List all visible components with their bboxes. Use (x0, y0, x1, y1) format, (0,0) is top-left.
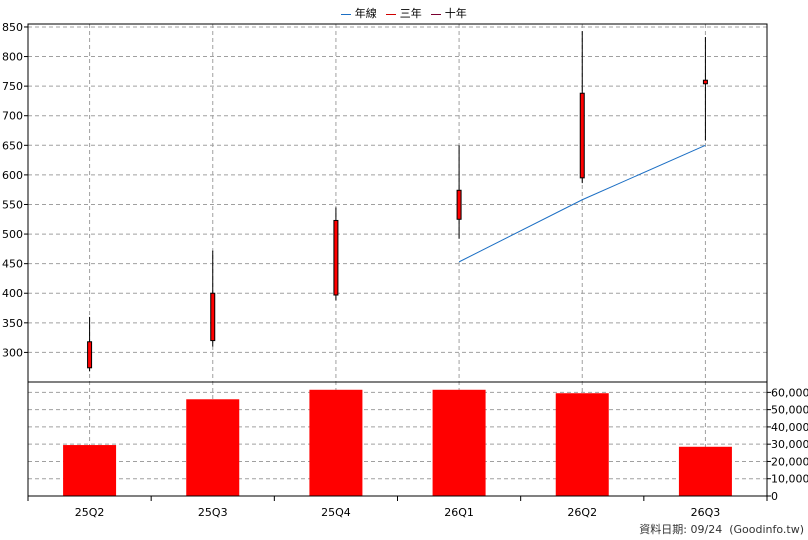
volume-tick-label: 0 (771, 490, 778, 503)
volume-bar (678, 446, 732, 496)
x-tick-label: 26Q3 (691, 506, 721, 519)
price-axis-ticks: 300 350 400 450 500 550 600 650 700 750 800 850 (2, 21, 28, 359)
x-tick-label: 26Q2 (567, 506, 597, 519)
candle-body (333, 219, 339, 296)
legend-swatch-three-year (386, 13, 397, 15)
price-tick-label: 850 (2, 21, 23, 34)
volume-tick-label: 40,000 (771, 421, 808, 434)
volume-bar (63, 445, 117, 496)
volume-bar (432, 389, 486, 496)
volume-grid (28, 391, 767, 480)
price-tick-label: 650 (2, 139, 23, 152)
legend-item-year: 年線 (341, 7, 380, 20)
price-grid (28, 24, 767, 496)
price-tick-label: 700 (2, 110, 23, 123)
volume-axis-ticks: 0 10,000 20,000 30,000 40,000 50,000 60,000 (767, 386, 808, 503)
x-tick-label: 25Q2 (75, 506, 105, 519)
price-tick-label: 600 (2, 169, 23, 182)
plot-frames (27, 23, 768, 497)
volume-bars (63, 389, 732, 496)
legend-label-three-year: 三年 (399, 7, 422, 20)
volume-plot-frame (27, 381, 768, 497)
price-tick-label: 400 (2, 287, 23, 300)
price-tick-label: 550 (2, 198, 23, 211)
x-tick-label: 26Q1 (444, 506, 474, 519)
legend-swatch-ten-year (431, 13, 442, 15)
price-plot-frame (27, 23, 768, 383)
data-date-footer: 資料日期: 09/24 (Goodinfo.tw) (639, 523, 804, 536)
price-tick-label: 500 (2, 228, 23, 241)
legend: 年線 三年 十年 (0, 5, 808, 21)
candle-body (456, 189, 462, 220)
year-line (458, 144, 706, 263)
price-tick-label: 300 (2, 346, 23, 359)
volume-bar (309, 389, 363, 496)
legend-label-ten-year: 十年 (444, 7, 467, 20)
volume-tick-label: 50,000 (771, 404, 808, 417)
legend-label-year: 年線 (354, 7, 377, 20)
candle-body (702, 79, 708, 85)
price-tick-label: 750 (2, 80, 23, 93)
year-line-series (458, 144, 706, 263)
price-tick-label: 450 (2, 258, 23, 271)
legend-item-three-year: 三年 (386, 7, 425, 20)
legend-item-ten-year: 十年 (431, 7, 467, 20)
price-tick-label: 800 (2, 51, 23, 64)
volume-tick-label: 60,000 (771, 386, 808, 399)
x-tick-label: 25Q3 (198, 506, 228, 519)
candle-body (579, 92, 585, 179)
volume-bar (555, 393, 609, 496)
candle-body (87, 341, 93, 369)
x-axis-ticks: 25Q2 25Q3 25Q4 26Q1 26Q2 26Q3 (27, 496, 768, 519)
volume-tick-label: 30,000 (771, 438, 808, 451)
volume-tick-label: 10,000 (771, 473, 808, 486)
x-tick-label: 25Q4 (321, 506, 351, 519)
candle-body (210, 292, 216, 342)
candles (87, 31, 708, 372)
price-tick-label: 350 (2, 317, 23, 330)
volume-bar (186, 399, 240, 496)
volume-tick-label: 20,000 (771, 455, 808, 468)
legend-swatch-year (341, 13, 352, 15)
